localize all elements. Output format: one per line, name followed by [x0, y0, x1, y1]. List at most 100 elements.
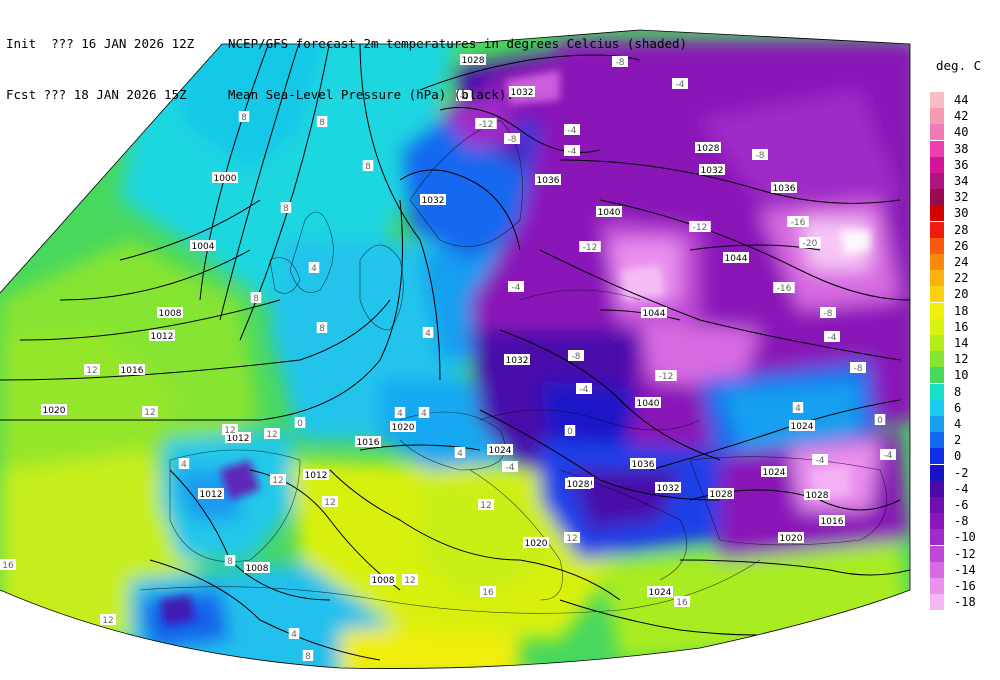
legend-entry: 42: [930, 108, 1000, 125]
legend-entry: 28: [930, 221, 1000, 238]
svg-text:-8: -8: [824, 309, 833, 319]
isobar-label: 1016: [819, 515, 845, 527]
legend-label: 22: [954, 271, 969, 286]
legend-swatch: [930, 367, 944, 384]
svg-text:1024: 1024: [489, 446, 512, 456]
svg-text:16: 16: [676, 598, 688, 608]
svg-text:4: 4: [181, 460, 187, 470]
svg-text:1036: 1036: [632, 460, 655, 470]
svg-text:12: 12: [272, 476, 283, 486]
isobar-label: 1028: [708, 488, 734, 500]
svg-text:1040: 1040: [637, 399, 660, 409]
isobar-label: 1028: [565, 478, 591, 490]
svg-text:4: 4: [397, 409, 403, 419]
legend-swatch: [930, 513, 944, 530]
temperature-label: -12: [475, 118, 497, 130]
legend-swatch: [930, 480, 944, 497]
legend-swatch: [930, 497, 944, 513]
temperature-label: 0: [564, 425, 576, 437]
svg-text:12: 12: [480, 501, 491, 511]
temperature-label: 12: [270, 474, 286, 486]
svg-text:-16: -16: [791, 218, 806, 228]
svg-text:1032: 1032: [506, 356, 529, 366]
legend-swatch: [930, 156, 944, 173]
legend-label: 18: [954, 303, 969, 318]
temperature-label: 4: [418, 407, 430, 419]
temperature-label: -4: [812, 454, 828, 466]
temperature-label: 16: [674, 596, 690, 608]
svg-text:-12: -12: [583, 243, 598, 253]
isobar-label: 1012: [198, 488, 224, 500]
svg-text:-4: -4: [568, 147, 577, 157]
legend-entry: 2: [930, 432, 1000, 449]
legend-label: 16: [954, 319, 969, 334]
isobar-label: 1008: [244, 562, 270, 574]
svg-text:1012: 1012: [227, 434, 250, 444]
svg-text:4: 4: [421, 409, 427, 419]
temperature-label: -8: [504, 133, 520, 145]
isobar-label: 1012: [149, 330, 175, 342]
svg-text:1040: 1040: [598, 208, 621, 218]
legend-label: -12: [954, 546, 976, 561]
svg-text:-12: -12: [693, 223, 708, 233]
svg-text:12: 12: [86, 366, 97, 376]
temperature-label: 4: [422, 327, 434, 339]
svg-text:1044: 1044: [643, 309, 666, 319]
legend-swatch: [930, 108, 944, 125]
legend-label: -8: [954, 514, 969, 529]
coastlines: [139, 119, 887, 614]
svg-text:1032: 1032: [701, 166, 724, 176]
legend-label: 26: [954, 238, 969, 253]
svg-text:1028: 1028: [567, 480, 590, 490]
svg-text:-4: -4: [460, 92, 469, 102]
legend-label: -14: [954, 562, 976, 577]
legend-swatch: [930, 399, 944, 416]
legend-label: 30: [954, 206, 969, 221]
legend-entry: 20: [930, 286, 1000, 303]
isobar-label: 1028: [460, 54, 486, 66]
legend-swatch: [930, 205, 944, 222]
svg-text:1028: 1028: [806, 491, 829, 501]
isobar-label: 1020: [41, 404, 67, 416]
temperature-label: 8: [302, 650, 314, 662]
forecast-time: Fcst ??? 18 JAN 2026 15Z: [6, 87, 187, 102]
legend-swatch: [930, 432, 944, 449]
temperature-label: 12: [564, 532, 580, 544]
svg-text:-12: -12: [659, 372, 674, 382]
legend-swatch: [930, 561, 944, 578]
svg-text:8: 8: [365, 162, 371, 172]
legend-swatch: [930, 318, 944, 335]
isobar-label: 1036: [771, 182, 797, 194]
legend-label: 4: [954, 417, 962, 431]
legend-label: 0: [954, 449, 962, 464]
temperature-label: -16: [773, 282, 795, 294]
svg-text:-8: -8: [854, 364, 863, 374]
isobar-label: 1016: [355, 436, 381, 448]
svg-text:12: 12: [404, 576, 415, 586]
legend-entry: -4: [930, 480, 1000, 497]
legend-label: 10: [954, 368, 969, 383]
svg-text:8: 8: [241, 113, 247, 123]
svg-text:12: 12: [324, 498, 335, 508]
svg-text:1020: 1020: [780, 534, 803, 544]
svg-text:16: 16: [482, 588, 494, 598]
svg-text:-4: -4: [676, 80, 685, 90]
temperature-label: 8: [238, 111, 250, 123]
svg-text:-4: -4: [884, 451, 893, 461]
temperature-label: 0: [874, 414, 886, 426]
legend-swatch: [930, 335, 944, 351]
isobar-label: 1028: [804, 489, 830, 501]
legend-entry: 6: [930, 399, 1000, 416]
svg-text:1020: 1020: [525, 539, 548, 549]
temperature-label: 0: [294, 417, 306, 429]
svg-text:12: 12: [144, 408, 155, 418]
temperature-label: -8: [850, 362, 866, 374]
isobar-label: 1020: [523, 537, 549, 549]
legend-entry: 32: [930, 189, 1000, 206]
isobar-label: 1024: [789, 420, 815, 432]
legend-label: 28: [954, 222, 969, 237]
legend-entry: 40: [930, 124, 1000, 141]
legend-entry: 18: [930, 302, 1000, 319]
legend-swatch: [930, 545, 944, 562]
